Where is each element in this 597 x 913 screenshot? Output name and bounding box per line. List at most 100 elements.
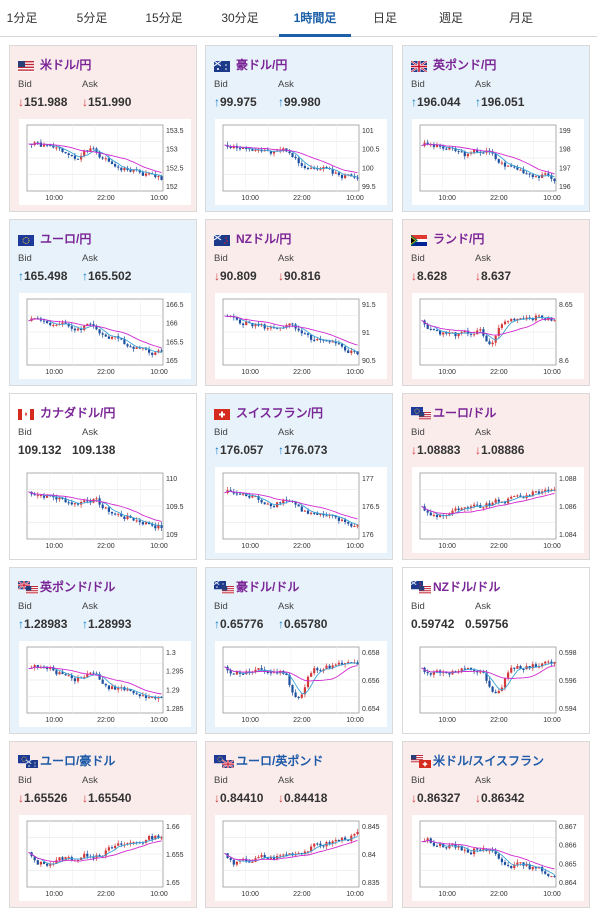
ask-price: ↓1.08886 bbox=[475, 443, 524, 457]
ask-value: 165.502 bbox=[88, 269, 132, 283]
price-chart[interactable]: 1.66 1.655 1.65 10:00 22:00 10:00 bbox=[19, 815, 191, 901]
ask-price: ↑1.28993 bbox=[82, 617, 131, 631]
tab-6[interactable]: 週足 bbox=[438, 11, 463, 25]
bid-value: 176.057 bbox=[220, 443, 264, 457]
svg-text:10:00: 10:00 bbox=[150, 543, 168, 550]
rate-card[interactable]: NZドル/円 Bid Ask ↓90.809 ↓90.816 91.5 91 90.5 10:0… bbox=[205, 219, 393, 386]
ask-label: Ask bbox=[82, 775, 98, 786]
svg-text:0.835: 0.835 bbox=[362, 880, 380, 887]
svg-text:0.598: 0.598 bbox=[559, 650, 577, 657]
ask-price: ↑196.051 bbox=[475, 95, 524, 109]
tab-5[interactable]: 日足 bbox=[372, 11, 397, 25]
pair-name[interactable]: 米ドル/円 bbox=[40, 58, 92, 72]
svg-text:166: 166 bbox=[166, 321, 178, 328]
price-chart[interactable]: 1.3 1.295 1.29 1.285 10:00 22:00 10:00 bbox=[19, 641, 191, 727]
price-chart[interactable]: 1.088 1.086 1.084 10:00 22:00 10:00 bbox=[412, 467, 584, 553]
svg-text:10:00: 10:00 bbox=[346, 717, 364, 724]
svg-text:1.3: 1.3 bbox=[166, 650, 176, 657]
price-chart[interactable]: 110 109.5 109 10:00 22:00 10:00 bbox=[19, 467, 191, 553]
tab-7[interactable]: 月足 bbox=[508, 11, 533, 25]
ask-price: 0.59756 bbox=[465, 617, 508, 631]
svg-text:22:00: 22:00 bbox=[490, 717, 508, 724]
tab-3[interactable]: 30分足 bbox=[221, 11, 259, 25]
rate-card[interactable]: ランド/円 Bid Ask ↓8.628 ↓8.637 8.65 8.6 10:00 22:00… bbox=[402, 219, 590, 386]
rate-card[interactable]: 米ドル/スイスフラン Bid Ask ↓0.86327 ↓0.86342 0.867 0.8… bbox=[402, 741, 590, 908]
svg-text:10:00: 10:00 bbox=[45, 543, 63, 550]
price-chart[interactable]: 101 100.5 100 99.5 10:00 22:00 10:00 bbox=[215, 119, 387, 205]
price-chart[interactable]: 8.65 8.6 10:00 22:00 10:00 bbox=[412, 293, 584, 379]
pair-name[interactable]: NZドル/円 bbox=[236, 232, 292, 246]
flag-icon bbox=[213, 233, 230, 246]
price-chart[interactable]: 0.658 0.656 0.654 10:00 22:00 10:00 bbox=[215, 641, 387, 727]
price-chart[interactable]: 91.5 91 90.5 10:00 22:00 10:00 bbox=[215, 293, 387, 379]
svg-text:0.845: 0.845 bbox=[362, 824, 380, 831]
svg-text:165.5: 165.5 bbox=[166, 339, 184, 346]
bid-label: Bid bbox=[18, 253, 32, 264]
pair-name[interactable]: 豪ドル/円 bbox=[236, 58, 288, 72]
svg-text:22:00: 22:00 bbox=[97, 891, 115, 898]
svg-text:199: 199 bbox=[559, 128, 571, 135]
rate-card[interactable]: 英ポンド/ドル Bid Ask ↑1.28983 ↑1.28993 1.3 1.295 1.2… bbox=[9, 567, 197, 734]
svg-text:100.5: 100.5 bbox=[362, 147, 380, 154]
price-chart[interactable]: 0.598 0.596 0.594 10:00 22:00 10:00 bbox=[412, 641, 584, 727]
ask-label: Ask bbox=[278, 427, 294, 438]
pair-name[interactable]: 英ポンド/円 bbox=[433, 58, 497, 72]
tab-0[interactable]: 1分足 bbox=[6, 11, 38, 25]
rate-card[interactable]: ユーロ/円 Bid Ask ↑165.498 ↑165.502 166.5 166 165.5… bbox=[9, 219, 197, 386]
bid-value: 0.86327 bbox=[417, 791, 461, 805]
tab-4[interactable]: 1時間足 bbox=[279, 0, 351, 37]
svg-text:0.594: 0.594 bbox=[559, 706, 577, 713]
price-chart[interactable]: 166.5 166 165.5 165 10:00 22:00 10:00 bbox=[19, 293, 191, 379]
svg-text:165: 165 bbox=[166, 358, 178, 365]
tab-2[interactable]: 15分足 bbox=[145, 11, 183, 25]
flag-icon bbox=[18, 59, 34, 72]
ask-label: Ask bbox=[475, 253, 491, 264]
arrow-down-icon: ↓ bbox=[475, 443, 481, 457]
rate-card[interactable]: ユーロ/英ポンド Bid Ask ↓0.84410 ↓0.84418 0.845 0.84 0… bbox=[205, 741, 393, 908]
svg-text:10:00: 10:00 bbox=[241, 891, 259, 898]
ask-value: 0.84418 bbox=[284, 791, 328, 805]
pair-name[interactable]: 米ドル/スイスフラン bbox=[433, 754, 544, 768]
rate-card[interactable]: NZドル/ドル Bid Ask 0.59742 0.59756 0.598 0.596 0.5… bbox=[402, 567, 590, 734]
ask-value: 109.138 bbox=[72, 443, 116, 457]
ask-value: 151.990 bbox=[88, 95, 132, 109]
price-chart[interactable]: 153.5 153 152.5 152 10:00 22:00 10:00 bbox=[19, 119, 191, 205]
arrow-up-icon: ↑ bbox=[278, 443, 284, 457]
rate-card[interactable]: 英ポンド/円 Bid Ask ↑196.044 ↑196.051 199 198 197 196… bbox=[402, 45, 590, 212]
rate-card[interactable]: ユーロ/豪ドル Bid Ask ↓1.65526 ↓1.65540 1.66 1.655 1.… bbox=[9, 741, 197, 908]
rate-card[interactable]: スイスフラン/円 Bid Ask ↑176.057 ↑176.073 177 176.5 17… bbox=[205, 393, 393, 560]
ask-value: 0.86342 bbox=[481, 791, 525, 805]
rate-card[interactable]: カナダドル/円 Bid Ask 109.132 109.138 110 109.5 109 10… bbox=[9, 393, 197, 560]
pair-name[interactable]: ユーロ/円 bbox=[40, 232, 92, 246]
bid-value: 165.498 bbox=[24, 269, 68, 283]
pair-name[interactable]: 英ポンド/ドル bbox=[40, 580, 116, 594]
pair-name[interactable]: 豪ドル/ドル bbox=[236, 580, 300, 594]
pair-name[interactable]: ユーロ/豪ドル bbox=[40, 754, 116, 768]
price-chart[interactable]: 199 198 197 196 10:00 22:00 10:00 bbox=[412, 119, 584, 205]
svg-text:8.6: 8.6 bbox=[559, 358, 569, 365]
svg-text:0.658: 0.658 bbox=[362, 650, 380, 657]
pair-name[interactable]: ランド/円 bbox=[433, 232, 485, 246]
bid-price: ↑0.65776 bbox=[214, 617, 263, 631]
rate-card[interactable]: 豪ドル/円 Bid Ask ↑99.975 ↑99.980 101 100.5 100 99.5… bbox=[205, 45, 393, 212]
arrow-up-icon: ↑ bbox=[18, 617, 24, 631]
pair-name[interactable]: カナダドル/円 bbox=[40, 406, 116, 420]
pair-name[interactable]: スイスフラン/円 bbox=[236, 406, 323, 420]
pair-name[interactable]: NZドル/ドル bbox=[433, 580, 501, 594]
svg-text:10:00: 10:00 bbox=[241, 717, 259, 724]
rate-card[interactable]: 米ドル/円 Bid Ask ↓151.988 ↓151.990 153.5 153 152.5… bbox=[9, 45, 197, 212]
flag-icon bbox=[410, 59, 428, 73]
tab-1[interactable]: 5分足 bbox=[76, 11, 108, 25]
pair-name[interactable]: ユーロ/英ポンド bbox=[236, 754, 324, 768]
bid-price: ↓1.08883 bbox=[411, 443, 460, 457]
pair-name[interactable]: ユーロ/ドル bbox=[433, 406, 497, 420]
svg-text:22:00: 22:00 bbox=[293, 369, 311, 376]
arrow-up-icon: ↑ bbox=[82, 269, 88, 283]
rate-card[interactable]: 豪ドル/ドル Bid Ask ↑0.65776 ↑0.65780 0.658 0.656 0.… bbox=[205, 567, 393, 734]
rate-card[interactable]: ユーロ/ドル Bid Ask ↓1.08883 ↓1.08886 1.088 1.086 1.… bbox=[402, 393, 590, 560]
price-chart[interactable]: 0.867 0.866 0.865 0.864 10:00 22:00 10:00 bbox=[412, 815, 584, 901]
bid-label: Bid bbox=[214, 601, 228, 612]
ask-value: 90.816 bbox=[284, 269, 321, 283]
price-chart[interactable]: 0.845 0.84 0.835 10:00 22:00 10:00 bbox=[215, 815, 387, 901]
price-chart[interactable]: 177 176.5 176 10:00 22:00 10:00 bbox=[215, 467, 387, 553]
